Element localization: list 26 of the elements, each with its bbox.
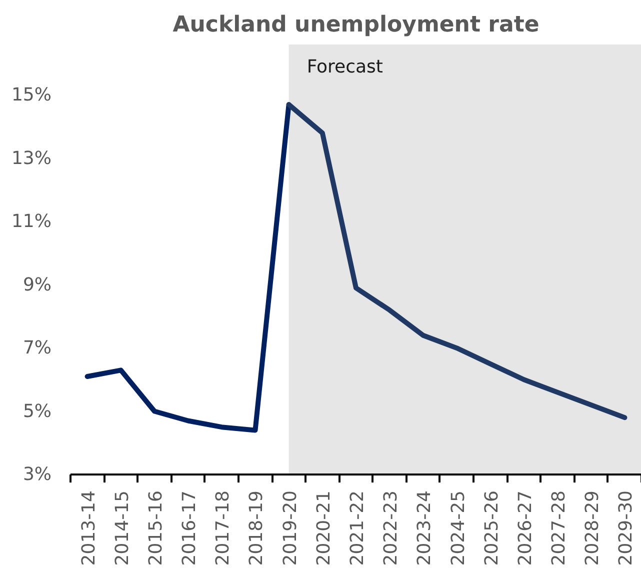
band-label: Forecast — [306, 56, 383, 78]
x-tick-label: 2022-23 — [380, 490, 402, 566]
x-tick-label: 2015-16 — [145, 490, 166, 566]
y-tick-label: 15% — [11, 84, 52, 106]
x-tick-label: 2016-17 — [179, 490, 200, 566]
y-tick-label: 7% — [22, 338, 52, 359]
x-tick-label: 2020-21 — [313, 490, 334, 566]
x-tick-label: 2017-18 — [212, 490, 234, 566]
chart-title: Auckland unemployment rate — [172, 12, 540, 38]
x-tick-label: 2013-14 — [78, 490, 100, 566]
x-tick-label: 2027-28 — [548, 490, 570, 566]
y-tick-label: 9% — [22, 274, 52, 296]
x-tick-label: 2023-24 — [414, 490, 436, 566]
y-tick-label: 11% — [11, 211, 52, 232]
y-tick-label: 13% — [11, 148, 52, 169]
x-tick-label: 2025-26 — [481, 490, 502, 566]
x-tick-label: 2029-30 — [616, 490, 637, 566]
x-tick-label: 2014-15 — [112, 490, 133, 566]
x-tick-label: 2028-29 — [582, 490, 604, 566]
x-tick-label: 2019-20 — [280, 490, 301, 566]
x-tick-label: 2026-27 — [514, 490, 536, 566]
x-tick-label: 2024-25 — [448, 490, 469, 566]
x-tick-label: 2021-22 — [347, 490, 368, 566]
y-tick-label: 5% — [22, 400, 52, 422]
y-tick-label: 3% — [22, 464, 52, 485]
x-tick-label: 2018-19 — [246, 490, 268, 566]
